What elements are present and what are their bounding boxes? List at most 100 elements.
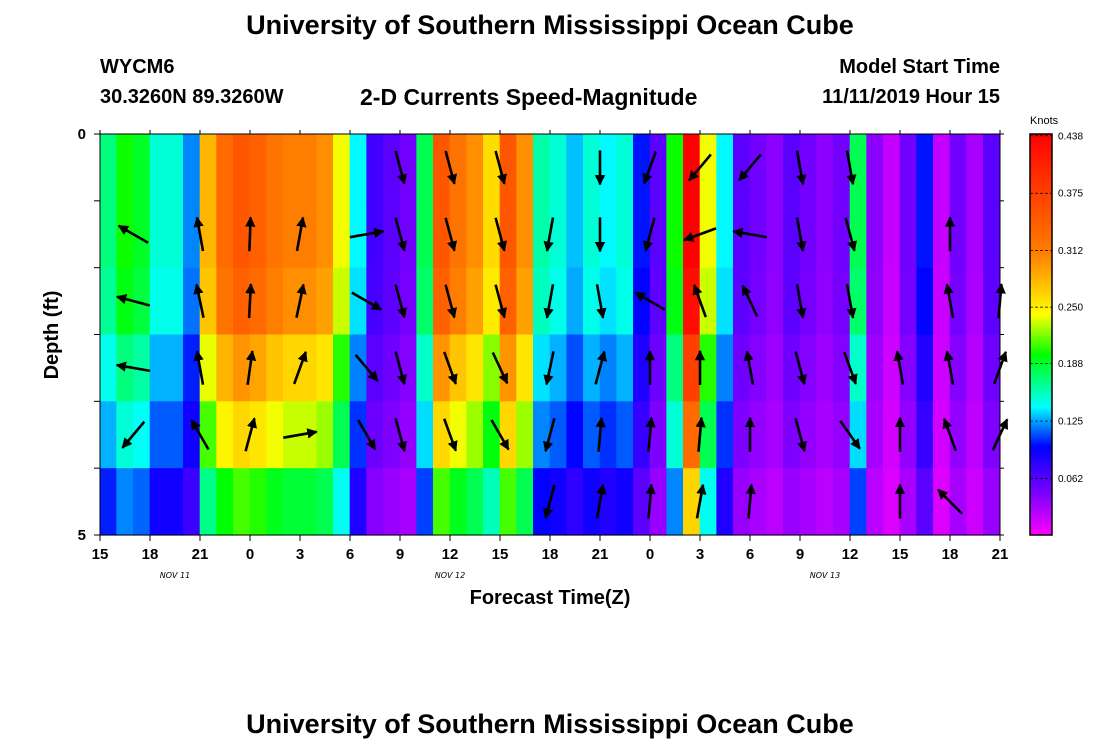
heatmap-cell: [783, 334, 801, 402]
heatmap-cell: [466, 134, 484, 202]
heatmap-cell: [183, 200, 201, 269]
heatmap-cell: [283, 468, 301, 536]
heatmap-cell: [449, 334, 467, 402]
current-arrow: [351, 291, 383, 311]
heatmap-cell: [666, 401, 684, 469]
heatmap-cell: [599, 267, 617, 336]
heatmap-cell: [499, 267, 517, 336]
x-tick-label: 0: [646, 546, 654, 563]
heatmap-cell: [916, 468, 934, 536]
heatmap-cell: [416, 134, 434, 202]
current-arrow: [115, 361, 151, 373]
heatmap-cell: [283, 267, 301, 336]
heatmap-cell: [949, 468, 967, 536]
heatmap-cell: [399, 200, 417, 269]
current-arrow: [695, 483, 707, 519]
heatmap-cell: [716, 334, 734, 402]
heatmap-cell: [766, 334, 784, 402]
heatmap-cell: [616, 401, 634, 469]
heatmap-cell: [499, 468, 517, 536]
current-arrow: [732, 227, 767, 239]
heatmap-cell: [233, 334, 251, 402]
heatmap-cell: [233, 468, 251, 536]
current-arrow: [543, 351, 555, 386]
heatmap-cell: [549, 334, 567, 402]
heatmap-cell: [866, 401, 884, 469]
heatmap-cell: [266, 401, 284, 469]
heatmap-cell: [183, 334, 201, 402]
heatmap-cell: [616, 334, 634, 402]
current-arrow: [795, 217, 807, 253]
heatmap-cell: [433, 468, 451, 536]
heatmap-cell: [199, 468, 217, 536]
heatmap-cell: [366, 468, 384, 536]
current-arrow: [357, 419, 377, 451]
heatmap-cell: [816, 334, 834, 402]
current-arrow: [893, 350, 905, 385]
heatmap-cell: [799, 200, 817, 269]
heatmap-cell: [166, 401, 184, 469]
heatmap-cell: [349, 134, 367, 202]
heatmap-cell: [833, 401, 851, 469]
heatmap-cell: [816, 134, 834, 202]
x-tick-label: 3: [696, 546, 704, 563]
heatmap-cell: [316, 200, 334, 269]
heatmap-cell: [949, 401, 967, 469]
heatmap-cell: [916, 134, 934, 202]
current-arrow: [490, 419, 510, 451]
heatmap-cell: [749, 468, 767, 536]
heatmap-cell: [499, 200, 517, 269]
heatmap-cell: [366, 334, 384, 402]
heatmap-cell: [549, 401, 567, 469]
x-tick-label: 6: [346, 546, 354, 563]
heatmap-cell: [433, 267, 451, 336]
colorbar-label: Knots: [1030, 115, 1059, 127]
heatmap-cell: [116, 401, 134, 469]
heatmap-cell: [499, 334, 517, 402]
heatmap-cell: [549, 200, 567, 269]
heatmap-cell: [699, 334, 717, 402]
heatmap-cell: [983, 134, 1001, 202]
heatmap-cell: [333, 334, 351, 402]
heatmap-cell: [566, 267, 584, 336]
current-arrow: [542, 417, 556, 453]
heatmap-cell: [433, 401, 451, 469]
y-axis: 05: [78, 126, 1004, 544]
heatmap-cell: [866, 134, 884, 202]
page-title: University of Southern Mississippi Ocean…: [246, 10, 854, 40]
heatmap-cell: [499, 401, 517, 469]
colorbar-tick-label: 0.312: [1058, 246, 1083, 257]
current-arrow: [695, 416, 706, 452]
heatmap-cell: [233, 401, 251, 469]
heatmap-cell: [783, 267, 801, 336]
current-arrow: [594, 350, 607, 385]
heatmap-cell: [249, 200, 267, 269]
current-arrow: [794, 417, 808, 453]
heatmap-cell: [633, 200, 651, 269]
heatmap-cell: [149, 200, 167, 269]
heatmap-cell: [783, 468, 801, 536]
heatmap-cell: [749, 134, 767, 202]
heatmap-cell: [983, 401, 1001, 469]
heatmap-cell: [199, 200, 217, 269]
heatmap-cell: [533, 401, 551, 469]
heatmap-cell: [816, 200, 834, 269]
heatmap-cell: [483, 468, 501, 536]
current-arrow: [245, 350, 257, 385]
x-axis-label: Forecast Time(Z): [470, 587, 631, 609]
heatmap-cell: [883, 401, 901, 469]
colorbar-tick-label: 0.375: [1058, 189, 1083, 200]
heatmap-cell: [399, 401, 417, 469]
heatmap-cell: [783, 401, 801, 469]
heatmap-cell: [449, 401, 467, 469]
heatmap-cell: [183, 134, 201, 202]
heatmap-cell: [583, 468, 601, 536]
heatmap-cell: [599, 134, 617, 202]
current-arrow: [845, 284, 857, 319]
colorbar-tick-label: 0.250: [1058, 303, 1083, 314]
current-arrow: [494, 217, 508, 252]
heatmap-cell: [433, 200, 451, 269]
heatmap-cell: [516, 134, 534, 202]
current-arrow: [245, 216, 256, 252]
